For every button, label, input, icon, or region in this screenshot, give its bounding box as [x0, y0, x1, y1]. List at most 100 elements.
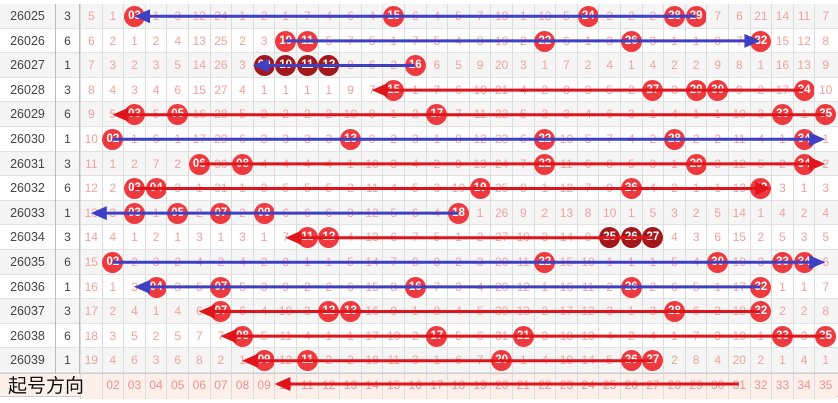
number-cell: 07: [209, 299, 232, 324]
number-cell: 2: [404, 102, 426, 127]
number-cell: 1: [144, 299, 167, 324]
number-cell: 2: [317, 348, 340, 373]
number-cell: 26: [490, 200, 512, 226]
number-cell: 5: [274, 176, 296, 201]
number-cell: 1: [512, 4, 534, 29]
number-cell: 04: [144, 176, 167, 201]
number-cell: 11: [296, 225, 318, 250]
number-cell: 5: [447, 4, 469, 29]
count-value: 1: [55, 274, 80, 300]
number-cell: 4: [144, 77, 167, 103]
number-cell: 1: [144, 4, 167, 29]
number-cell: 4: [641, 323, 664, 349]
number-cell: 18: [360, 348, 383, 373]
number-cell: 20: [490, 348, 513, 373]
number-cell: 15: [728, 225, 750, 250]
number-cell: 3: [166, 4, 188, 29]
issue-number: 26025: [10, 9, 45, 23]
number-cell: 24: [576, 4, 599, 29]
number-cell: 2: [123, 53, 145, 78]
number-cell: 1: [684, 176, 707, 201]
number-cell: 10: [576, 250, 599, 275]
number-cell: 6: [576, 151, 599, 177]
drawn-number-ball: 02: [102, 129, 124, 150]
drawn-number-ball: 08: [231, 153, 253, 175]
number-cell: 10: [382, 323, 404, 349]
number-cell: 18: [490, 4, 512, 29]
number-cell: 09: [252, 348, 275, 373]
number-cell: 2: [576, 53, 599, 78]
number-cell: 5: [447, 323, 469, 349]
number-cell: 6: [339, 4, 361, 29]
number-cell: 2: [663, 176, 685, 201]
number-cell: 07: [209, 200, 232, 226]
number-cell: 05: [166, 102, 189, 127]
number-cell: 12: [188, 4, 210, 29]
number-cell: 6: [382, 225, 404, 250]
number-cell: 6: [598, 102, 620, 127]
number-cell: 3: [641, 299, 664, 324]
footer-number: 04: [144, 374, 167, 399]
issue-number: 26031: [10, 156, 45, 171]
drawn-number-ball: 29: [685, 79, 707, 101]
number-cell: 8: [447, 127, 469, 152]
number-cell: 26: [620, 225, 642, 250]
footer-number: 26: [620, 374, 642, 399]
number-cell: 12: [555, 176, 577, 201]
number-cell: 5: [317, 28, 340, 54]
number-cell: 3: [101, 200, 124, 226]
table-row: 26025 3 5 1 03 1 3 12 24 1 2 1 7 4 6 4 15 6 4 5 7 18 1 13 5 24 2 2 2…: [0, 4, 838, 29]
number-cell: 2: [684, 127, 707, 152]
number-cell: 1: [404, 77, 426, 103]
number-cell: 10: [80, 127, 102, 152]
number-cell: 7: [425, 274, 448, 300]
number-cell: 16: [555, 274, 577, 300]
number-cell: 1: [274, 4, 296, 29]
number-cell: 14: [188, 53, 210, 78]
number-cell: 5: [101, 102, 124, 127]
number-cell: 20: [490, 250, 512, 275]
number-cell: 6: [425, 53, 448, 78]
number-cell: 11: [296, 53, 318, 78]
number-cell: 4: [123, 299, 145, 324]
number-cell: 7: [80, 53, 102, 78]
number-cell: 27: [641, 225, 664, 250]
number-cell: 4: [296, 151, 318, 177]
number-cell: 9: [814, 53, 836, 78]
number-cell: 26: [620, 176, 642, 201]
drawn-number-ball: 32: [750, 301, 772, 323]
number-cell: 2: [425, 151, 448, 177]
number-cell: 20: [490, 274, 512, 300]
number-cell: 6: [80, 28, 102, 54]
number-cell: 3: [188, 225, 210, 250]
count-value: 6: [55, 28, 80, 54]
drawn-number-ball: 15: [383, 6, 405, 27]
drawn-number-ball: 29: [685, 153, 707, 175]
number-cell: 2: [792, 299, 815, 324]
number-cell: 8: [274, 250, 296, 275]
drawn-number-ball: 15: [383, 79, 405, 101]
number-cell: 2: [641, 274, 664, 300]
footer-number: 31: [728, 374, 750, 399]
number-cell: 31: [490, 323, 512, 349]
number-cell: 5: [425, 225, 448, 250]
number-cell: 2: [101, 299, 124, 324]
drawn-number-ball: 21: [512, 325, 534, 347]
number-cell: 4: [296, 323, 318, 349]
drawn-number-ball: 08: [231, 325, 253, 347]
number-cell: 4: [252, 151, 275, 177]
issue-number: 26037: [10, 304, 45, 319]
number-cell: 3: [101, 53, 124, 78]
number-cell: 4: [512, 77, 534, 103]
number-cell: 6: [231, 127, 253, 152]
footer-number: 27: [641, 374, 664, 399]
number-cell: 19: [728, 323, 750, 349]
count-value: 1: [55, 53, 80, 78]
number-cell: 2: [296, 274, 318, 300]
number-cell: 28: [663, 127, 685, 152]
footer-number: 14: [360, 374, 383, 399]
drawn-number-ball: 10: [275, 55, 297, 77]
number-cell: 11: [555, 151, 577, 177]
footer-number: 23: [555, 374, 577, 399]
number-cell: 21: [490, 77, 512, 103]
